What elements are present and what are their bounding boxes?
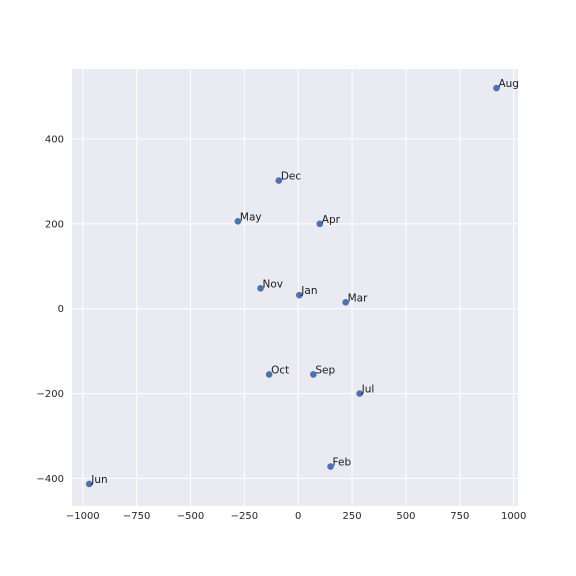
y-tick-label: 400 [45, 135, 64, 146]
point-label-jul: Jul [361, 384, 375, 396]
point-label-apr: Apr [322, 214, 341, 226]
data-point-may [234, 218, 242, 225]
data-point-jan [296, 291, 303, 299]
point-label-sep: Sep [315, 364, 335, 376]
data-point-oct [265, 371, 273, 378]
x-tick-label: −500 [177, 511, 204, 522]
y-tick-label: −200 [37, 389, 64, 400]
data-point-aug [493, 84, 500, 92]
x-tick-label: −250 [231, 511, 258, 522]
x-tick-label: 750 [450, 511, 469, 522]
data-point-jun [85, 480, 93, 488]
data-point-feb [327, 463, 334, 470]
data-point-nov [257, 285, 264, 292]
point-label-dec: Dec [281, 171, 302, 183]
data-point-sep [310, 371, 317, 378]
point-label-aug: Aug [498, 78, 519, 90]
y-tick-label: −400 [37, 474, 64, 485]
point-label-feb: Feb [333, 457, 352, 469]
grid-lines [72, 69, 518, 506]
x-axis-ticks: −1000 −750 −500 −250 0 250 500 750 1000 [66, 511, 527, 522]
y-tick-label: 200 [45, 219, 64, 230]
data-point-dec [275, 177, 283, 184]
x-tick-label: −750 [123, 511, 150, 522]
plot-area [72, 69, 518, 506]
y-axis-ticks: −400 −200 0 200 400 [37, 135, 64, 485]
point-label-mar: Mar [348, 292, 368, 304]
data-point-mar [342, 299, 349, 306]
point-label-jun: Jun [90, 474, 107, 486]
point-label-jan: Jan [300, 285, 317, 297]
data-points: Aug Dec May Apr Nov Jan Mar Oct Sep Jul Feb Jun [85, 78, 519, 488]
point-label-oct: Oct [271, 364, 289, 376]
x-tick-label: 1000 [501, 511, 526, 522]
point-label-may: May [240, 211, 262, 223]
y-tick-label: 0 [58, 304, 64, 315]
x-tick-label: 0 [295, 511, 301, 522]
data-point-jul [356, 390, 363, 397]
data-point-apr [316, 220, 324, 228]
x-tick-label: 500 [396, 511, 415, 522]
x-tick-label: 250 [343, 511, 362, 522]
x-tick-label: −1000 [66, 511, 100, 522]
point-label-nov: Nov [263, 278, 284, 290]
